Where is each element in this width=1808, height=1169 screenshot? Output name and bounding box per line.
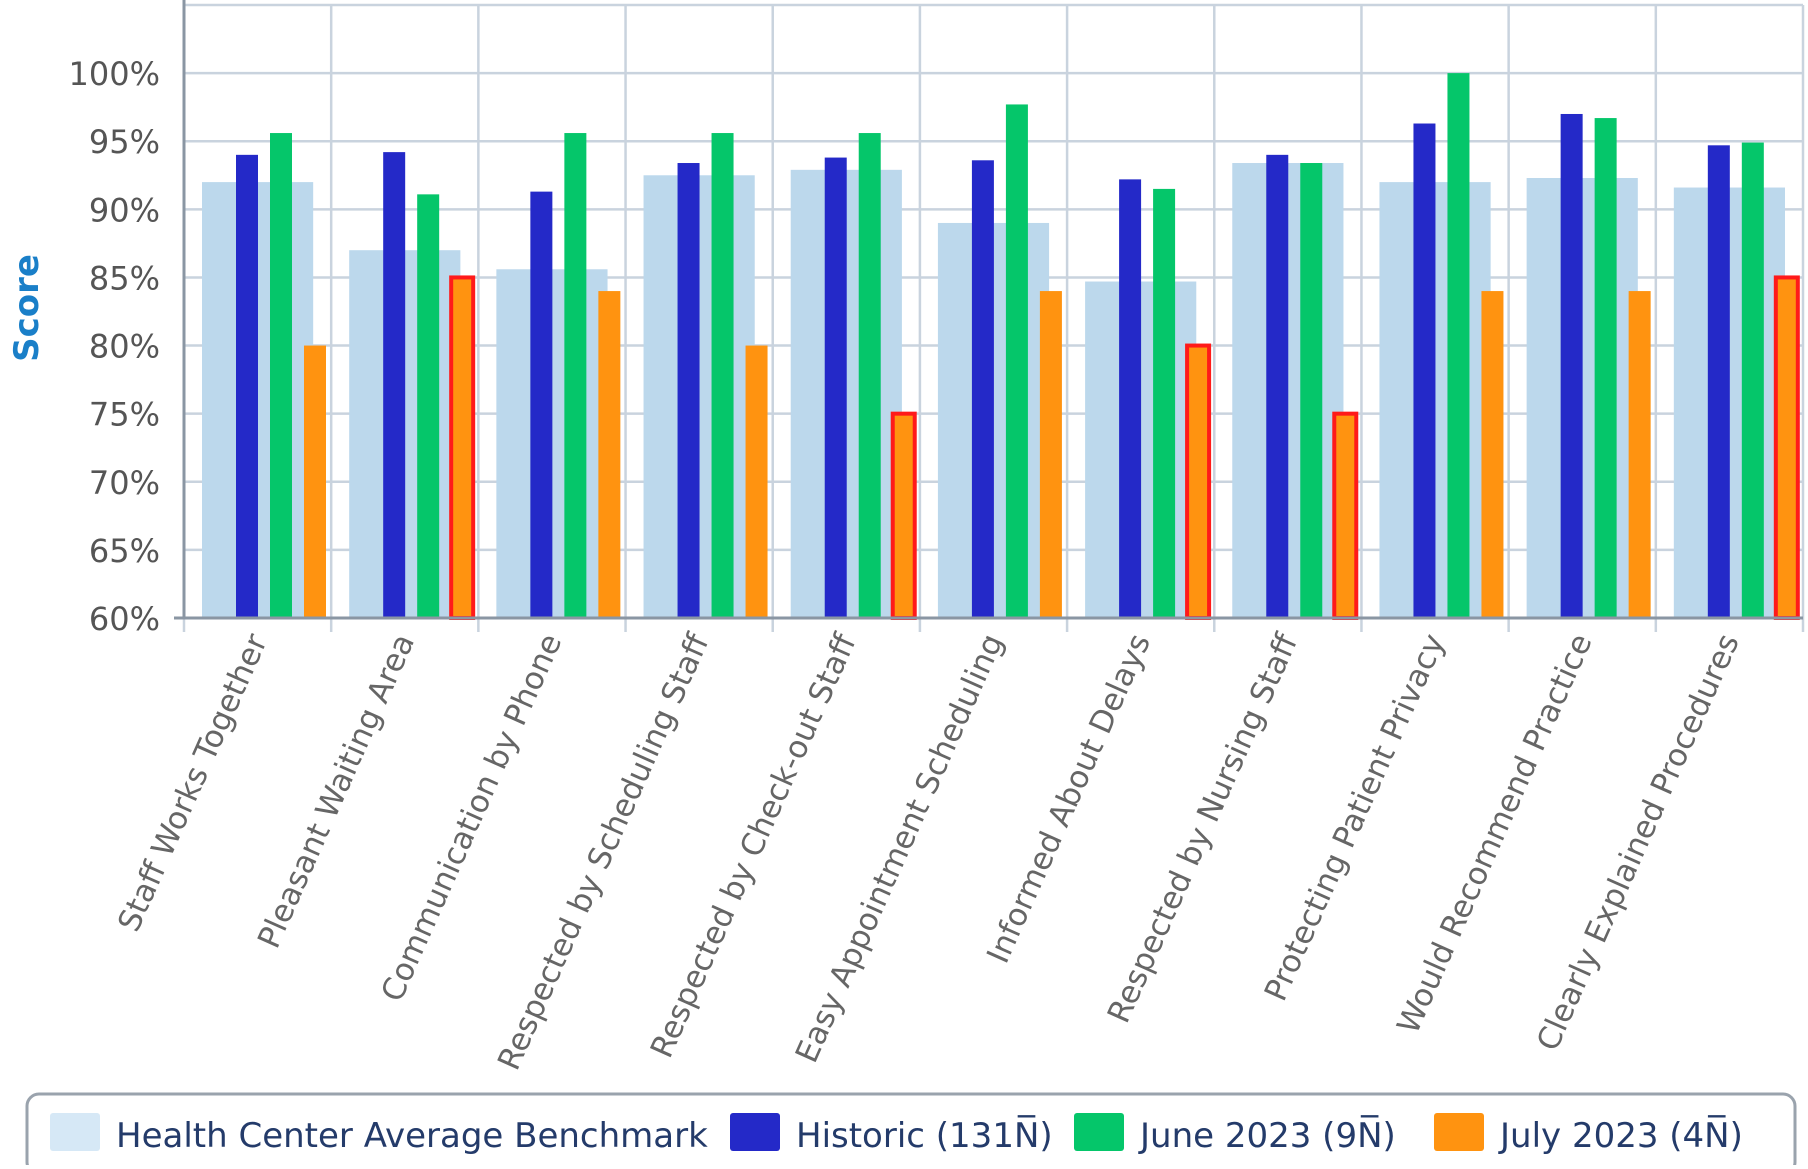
historic-bar (530, 191, 553, 618)
y-tick-label: 70% (89, 464, 160, 502)
legend-label: Health Center Average Benchmark (116, 1116, 708, 1156)
y-axis-title: Score (7, 254, 47, 362)
y-tick-label: 95% (89, 123, 160, 161)
june-2023-bar (858, 133, 881, 618)
june-2023-bar (1005, 104, 1028, 619)
legend-label: Historic (131N̅) (796, 1115, 1053, 1156)
historic-bar (1266, 154, 1289, 618)
july-2023-bar (1773, 275, 1800, 620)
june-2023-bar (1741, 142, 1764, 618)
legend-item-historic[interactable]: Historic (131N̅) (730, 1113, 1053, 1156)
y-tick-label: 80% (89, 328, 160, 366)
legend-item-benchmark[interactable]: Health Center Average Benchmark (50, 1113, 708, 1156)
historic-bar (1413, 123, 1436, 618)
june-2023-bar (1594, 118, 1617, 618)
legend-swatch (1434, 1113, 1484, 1151)
june-2023-bar (711, 133, 734, 618)
july-2023-bar (1628, 291, 1651, 618)
historic-bar (1560, 113, 1583, 618)
july-2023-bar (1332, 411, 1359, 620)
july-2023-bar (1039, 291, 1062, 618)
legend-item-june-2023[interactable]: June 2023 (9N̅) (1074, 1113, 1396, 1156)
july-2023-bar (598, 291, 621, 618)
july-2023-bar (1185, 343, 1212, 620)
x-tick-label: Informed About Delays (980, 629, 1158, 969)
july-2023-bar (745, 345, 768, 618)
july-2023-bar (304, 345, 326, 618)
june-2023-bar (1153, 188, 1176, 618)
legend-box (25, 1092, 1797, 1169)
y-tick-label: 85% (89, 259, 160, 297)
historic-bar (383, 152, 406, 618)
june-2023-bar (417, 194, 440, 619)
july-2023-bar (1481, 291, 1504, 618)
legend-item-july-2023[interactable]: July 2023 (4N̅) (1434, 1113, 1743, 1156)
x-tick-label: Pleasant Waiting Area (251, 629, 422, 954)
june-2023-bar (1300, 163, 1323, 619)
x-tick-label: Staff Works Together (111, 628, 275, 937)
july-2023-bar (890, 411, 917, 620)
legend-label: July 2023 (4N̅) (1498, 1115, 1743, 1156)
june-2023-bar (1447, 73, 1470, 619)
y-tick-label: 90% (89, 191, 160, 229)
legend-label: June 2023 (9N̅) (1138, 1115, 1396, 1156)
historic-bar (824, 157, 847, 618)
historic-bar (971, 160, 994, 618)
historic-bar (677, 163, 700, 619)
legend-swatch (1074, 1113, 1124, 1151)
y-tick-label: 65% (89, 532, 160, 570)
june-2023-bar (270, 133, 292, 618)
june-2023-bar (564, 133, 587, 618)
historic-bar (1707, 145, 1730, 618)
legend-swatch (730, 1113, 780, 1151)
y-tick-label: 100% (69, 55, 160, 93)
historic-bar (1119, 179, 1142, 618)
y-tick-label: 60% (89, 600, 160, 638)
legend-swatch (50, 1113, 100, 1151)
july-2023-bar (449, 275, 476, 620)
historic-bar (236, 154, 258, 618)
y-tick-label: 75% (89, 396, 160, 434)
